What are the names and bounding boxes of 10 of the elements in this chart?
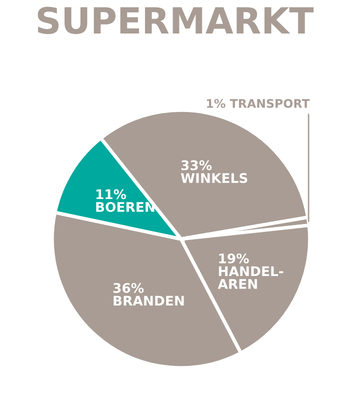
chart-title: SUPERMARKT (38, 6, 314, 34)
slice-label: HANDEL- AREN (218, 266, 284, 289)
data-label: 11% (96, 189, 126, 200)
data-label: 33% (181, 160, 212, 170)
slice-label: 1% TRANSPORT (207, 98, 310, 108)
slice-label: BOEREN (96, 202, 154, 212)
data-label: 19% (219, 253, 249, 264)
slice-label: WINKELS (180, 173, 248, 184)
slice-label: BRANDEN (114, 296, 184, 306)
data-label: 36% (113, 282, 144, 293)
